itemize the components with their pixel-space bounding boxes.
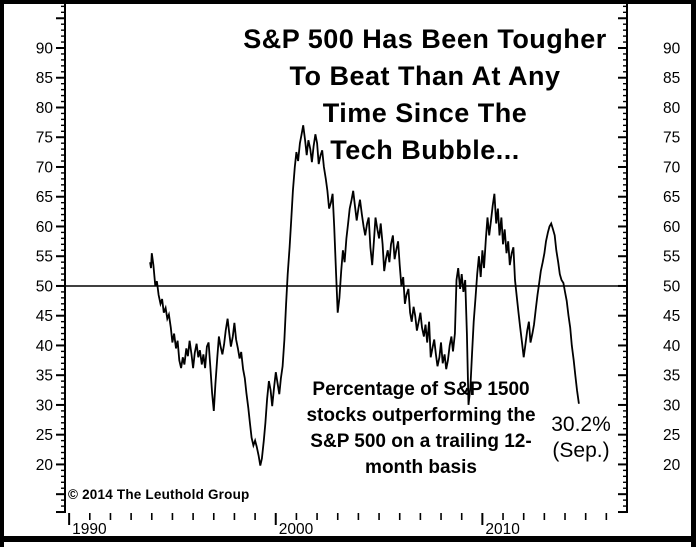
copyright-notice: © 2014 The Leuthold Group bbox=[68, 487, 250, 502]
series-annotation-line-3: S&P 500 on a trailing 12- bbox=[310, 431, 532, 452]
svg-text:90: 90 bbox=[663, 41, 681, 58]
svg-text:80: 80 bbox=[36, 100, 54, 117]
svg-text:25: 25 bbox=[663, 427, 680, 444]
svg-text:20: 20 bbox=[663, 457, 681, 474]
chart-title-line-2: To Beat Than At Any bbox=[289, 61, 561, 91]
last-value-period: (Sep.) bbox=[552, 439, 610, 462]
svg-text:65: 65 bbox=[663, 189, 680, 206]
last-value-number: 30.2% bbox=[551, 413, 611, 436]
svg-text:30: 30 bbox=[36, 397, 54, 414]
svg-text:40: 40 bbox=[663, 338, 681, 355]
last-value-label: 30.2% (Sep.) bbox=[521, 412, 641, 464]
svg-text:45: 45 bbox=[36, 308, 53, 325]
series-annotation: Percentage of S&P 1500 stocks outperform… bbox=[286, 377, 556, 481]
svg-text:70: 70 bbox=[36, 159, 54, 176]
series-annotation-line-4: month basis bbox=[365, 457, 477, 478]
chart-title: S&P 500 Has Been Tougher To Beat Than At… bbox=[195, 21, 655, 169]
chart-title-line-3: Time Since The bbox=[322, 98, 528, 128]
svg-text:85: 85 bbox=[663, 70, 680, 87]
svg-text:90: 90 bbox=[36, 41, 54, 58]
svg-text:50: 50 bbox=[663, 278, 681, 295]
svg-text:25: 25 bbox=[36, 427, 53, 444]
chart-title-line-1: S&P 500 Has Been Tougher bbox=[243, 24, 607, 54]
svg-text:60: 60 bbox=[663, 219, 681, 236]
svg-text:45: 45 bbox=[663, 308, 680, 325]
svg-text:75: 75 bbox=[663, 130, 680, 147]
svg-text:50: 50 bbox=[36, 278, 54, 295]
svg-text:65: 65 bbox=[36, 189, 53, 206]
chart-title-line-4: Tech Bubble... bbox=[330, 135, 520, 165]
svg-text:85: 85 bbox=[36, 70, 53, 87]
series-annotation-line-1: Percentage of S&P 1500 bbox=[312, 379, 530, 400]
svg-text:60: 60 bbox=[36, 219, 54, 236]
svg-text:55: 55 bbox=[36, 249, 53, 266]
svg-text:20: 20 bbox=[36, 457, 54, 474]
svg-text:55: 55 bbox=[663, 249, 680, 266]
svg-text:70: 70 bbox=[663, 159, 681, 176]
series-annotation-line-2: stocks outperforming the bbox=[306, 405, 536, 426]
svg-text:2000: 2000 bbox=[279, 521, 314, 538]
svg-text:75: 75 bbox=[36, 130, 53, 147]
svg-text:40: 40 bbox=[36, 338, 54, 355]
svg-text:35: 35 bbox=[36, 368, 53, 385]
svg-text:30: 30 bbox=[663, 397, 681, 414]
svg-text:80: 80 bbox=[663, 100, 681, 117]
svg-text:35: 35 bbox=[663, 368, 680, 385]
svg-text:1990: 1990 bbox=[72, 521, 107, 538]
svg-text:2010: 2010 bbox=[485, 521, 520, 538]
